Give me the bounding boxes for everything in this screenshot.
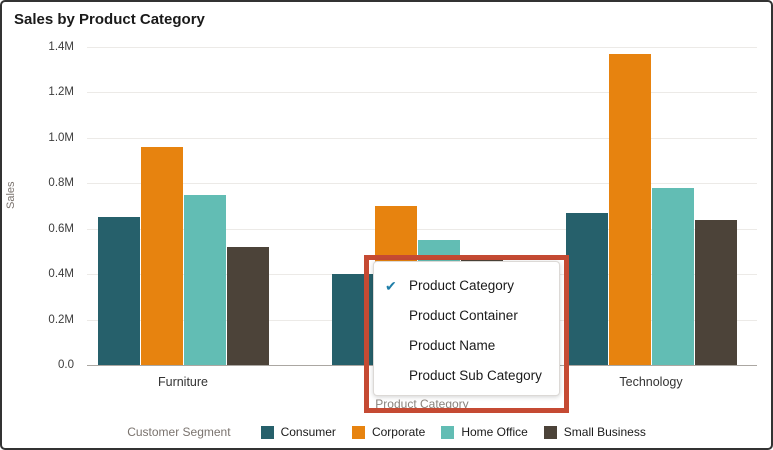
- gridline: [87, 183, 757, 185]
- legend: Customer Segment Consumer Corporate Home O…: [2, 425, 771, 439]
- gridline: [87, 47, 757, 48]
- bar-home-office[interactable]: [183, 194, 226, 365]
- y-tick-label: 1.2M: [48, 86, 74, 99]
- gridline: [87, 228, 757, 230]
- checkmark-icon: ✔: [385, 278, 397, 294]
- y-tick-label: 0.6M: [48, 222, 74, 235]
- y-tick-label: 0.0: [58, 359, 74, 371]
- legend-item-small-business[interactable]: Small Business: [543, 425, 646, 439]
- y-tick-label: 0.2M: [48, 313, 74, 326]
- legend-swatch-icon: [441, 425, 455, 439]
- legend-item-consumer[interactable]: Consumer: [260, 425, 336, 439]
- bar-home-office[interactable]: [651, 187, 694, 365]
- bar-corporate[interactable]: [608, 53, 651, 365]
- bar-small-business[interactable]: [694, 219, 737, 365]
- y-tick-label: 1.0M: [48, 131, 74, 144]
- bar-small-business[interactable]: [226, 246, 269, 365]
- legend-swatch-icon: [543, 425, 557, 439]
- legend-item-home-office[interactable]: Home Office: [441, 425, 528, 439]
- y-tick-label: 0.4M: [48, 268, 74, 281]
- bar-corporate[interactable]: [140, 146, 183, 365]
- x-axis-title: Product Category: [375, 397, 469, 411]
- legend-item-label: Home Office: [461, 425, 528, 439]
- annotation-highlight-box: [364, 255, 569, 413]
- menu-item-label: Product Sub Category: [409, 368, 542, 383]
- legend-title: Customer Segment: [127, 425, 231, 439]
- menu-item-product-name[interactable]: Product Name: [374, 331, 559, 361]
- gridline: [87, 92, 757, 94]
- gridline: [87, 137, 757, 139]
- x-category-label: Technology: [619, 375, 683, 389]
- menu-item-product-container[interactable]: Product Container: [374, 301, 559, 331]
- bar-consumer[interactable]: [97, 217, 140, 365]
- menu-item-label: Product Container: [409, 308, 518, 323]
- y-tick-label: 1.4M: [48, 41, 74, 53]
- x-category-label: Furniture: [157, 375, 209, 389]
- bar-consumer[interactable]: [565, 212, 608, 365]
- y-tick-label: 0.8M: [48, 177, 74, 190]
- legend-swatch-icon: [351, 425, 365, 439]
- legend-item-label: Corporate: [371, 425, 426, 439]
- menu-item-product-sub-category[interactable]: Product Sub Category: [374, 361, 559, 391]
- menu-item-product-category[interactable]: ✔ Product Category: [374, 271, 559, 301]
- legend-item-label: Small Business: [563, 425, 646, 439]
- legend-swatch-icon: [260, 425, 274, 439]
- column-picker-menu: ✔ Product Category Product Container Produc…: [373, 261, 560, 396]
- menu-item-label: Product Category: [409, 278, 515, 293]
- legend-item-label: Consumer: [280, 425, 336, 439]
- legend-items: Consumer Corporate Home Office Small Busine…: [260, 425, 646, 439]
- chart-title: Sales by Product Category: [14, 11, 205, 28]
- menu-item-label: Product Name: [409, 338, 496, 353]
- legend-item-corporate[interactable]: Corporate: [351, 425, 426, 439]
- y-axis-title: Sales: [5, 181, 17, 209]
